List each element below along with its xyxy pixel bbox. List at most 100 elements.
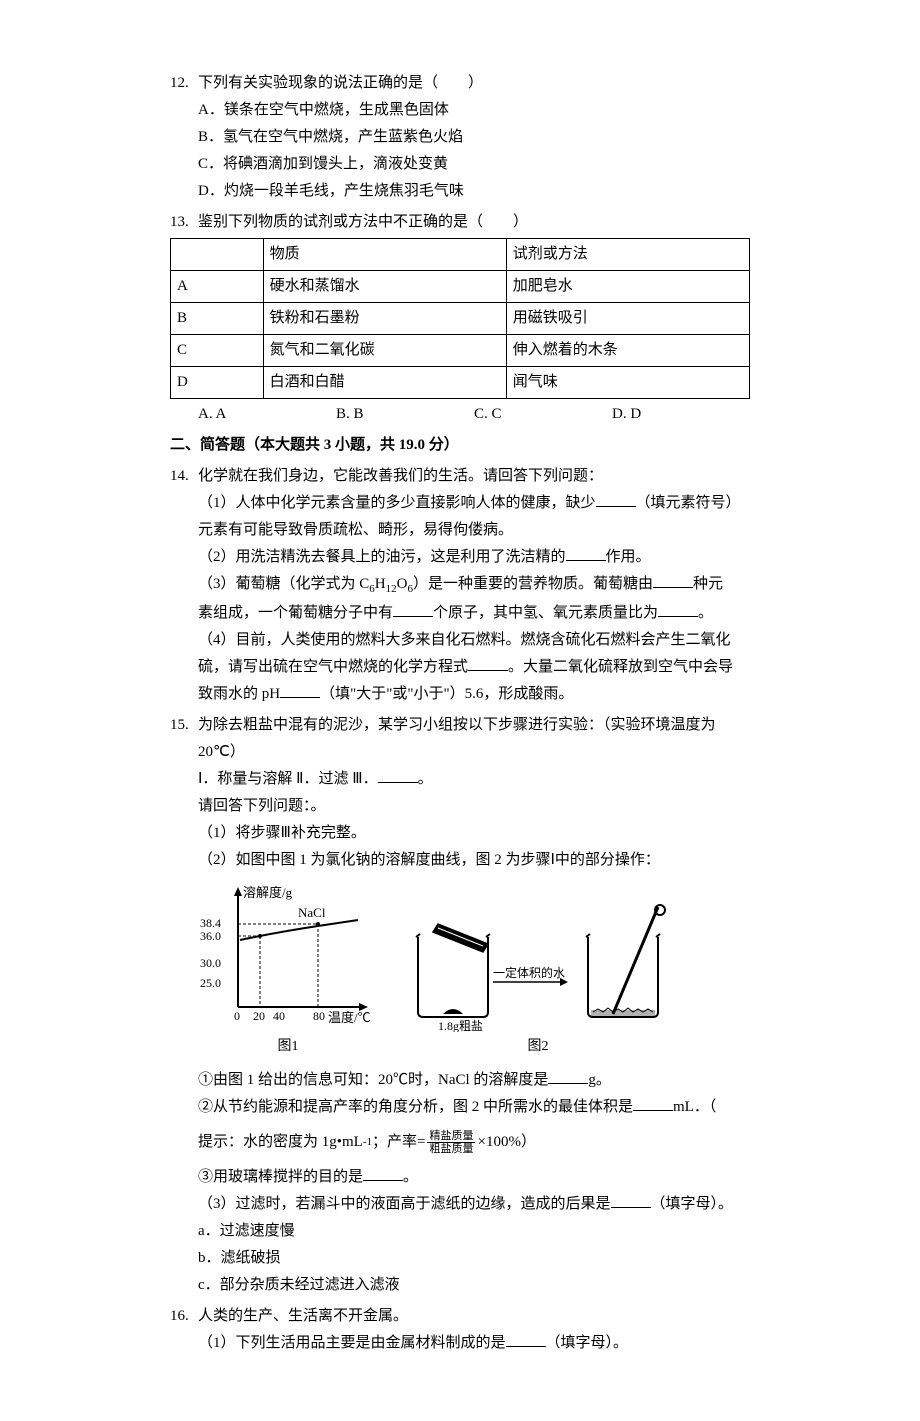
q16-number: 16. (170, 1303, 198, 1330)
q15-stem: 为除去粗盐中混有的泥沙，某学习小组按以下步骤进行实验：（实验环境温度为 (198, 717, 716, 733)
svg-text:1.8g粗盐: 1.8g粗盐 (438, 1019, 483, 1032)
table-cell: 试剂或方法 (506, 239, 749, 271)
q15-sub1: （1）将步骤Ⅲ补充完整。 (170, 820, 750, 847)
q14-p1b: （填元素符号） (636, 495, 741, 511)
svg-text:20: 20 (253, 1009, 265, 1023)
q12-stem: 下列有关实验现象的说法正确的是（ ） (198, 75, 483, 91)
q13-stem: 鉴别下列物质的试剂或方法中不正确的是（ ） (198, 214, 528, 230)
q12-opt-b[interactable]: B．氢气在空气中燃烧，产生蓝紫色火焰 (170, 124, 750, 151)
question-16: 16.人类的生产、生活离不开金属。 （1）下列生活用品主要是由金属材料制成的是（… (170, 1303, 750, 1357)
q13-table: 物质 试剂或方法 A 硬水和蒸馏水 加肥皂水 B 铁粉和石墨粉 用磁铁吸引 C … (170, 238, 750, 399)
q15-p1b: g。 (588, 1072, 611, 1088)
svg-text:25.0: 25.0 (200, 976, 221, 990)
q14-p2b: 作用。 (606, 549, 651, 565)
q14-p3d: 素组成，一个葡萄糖分子中有 (198, 605, 393, 621)
table-cell: 硬水和蒸馏水 (263, 271, 506, 303)
q15-p2: ②从节约能源和提高产率的角度分析，图 2 中所需水的最佳体积是mL．（ (170, 1094, 750, 1121)
svg-text:80: 80 (313, 1009, 325, 1023)
blank-input[interactable] (378, 768, 418, 783)
table-cell: 用磁铁吸引 (506, 303, 749, 335)
q15-sub3: （3）过滤时，若漏斗中的液面高于滤纸的边缘，造成的后果是（填字母）。 (170, 1191, 750, 1218)
q15-p2a: ②从节约能源和提高产率的角度分析，图 2 中所需水的最佳体积是 (198, 1099, 633, 1115)
q13-stem-line: 13.鉴别下列物质的试剂或方法中不正确的是（ ） (170, 209, 750, 236)
sub: 12 (386, 583, 397, 595)
svg-text:一定体积的水: 一定体积的水 (493, 965, 565, 980)
section-2-text: 二、简答题（本大题共 3 小题，共 19.0 分） (170, 437, 459, 453)
q12-opt-d[interactable]: D．灼烧一段羊毛线，产生烧焦羽毛气味 (170, 178, 750, 205)
q12-opt-c[interactable]: C．将碘酒滴加到馒头上，滴液处变黄 (170, 151, 750, 178)
q15-opt-b[interactable]: b．滤纸破损 (170, 1245, 750, 1272)
blank-input[interactable] (633, 1096, 673, 1111)
q13-opt-c[interactable]: C. C (474, 401, 612, 428)
fraction: 精盐质量粗盐质量 (427, 1130, 475, 1155)
q15-hint-b: ；产率= (372, 1129, 425, 1156)
q15-p1a: ①由图 1 给出的信息可知：20℃时，NaCl 的溶解度是 (198, 1072, 548, 1088)
blank-input[interactable] (393, 602, 433, 617)
question-12: 12.下列有关实验现象的说法正确的是（ ） A．镁条在空气中燃烧，生成黑色固体 … (170, 70, 750, 205)
svg-text:溶解度/g: 溶解度/g (243, 885, 293, 900)
q15-opt-a[interactable]: a．过滤速度慢 (170, 1218, 750, 1245)
blank-input[interactable] (596, 492, 636, 507)
q15-figures: 38.4 36.0 30.0 25.0 0 20 40 80 溶解度/g 温度/… (170, 882, 750, 1059)
frac-num: 精盐质量 (427, 1130, 475, 1143)
q13-opt-d[interactable]: D. D (612, 401, 750, 428)
q14-p2a: （2）用洗洁精洗去餐具上的油污，这是利用了洗洁精的 (198, 549, 566, 565)
beaker-diagram: 一定体积的水 1.8g粗盐 (398, 902, 678, 1032)
q13-opt-a[interactable]: A. A (198, 401, 336, 428)
q15-step-end: 。 (418, 771, 433, 787)
table-row: C 氮气和二氧化碳 伸入燃着的木条 (171, 335, 750, 367)
q14-p3f: 。 (698, 605, 713, 621)
q14-p3-line2: 素组成，一个葡萄糖分子中有 个原子，其中氢、氧元素质量比为 。 (170, 600, 750, 627)
q15-sub3b: （填字母）。 (651, 1196, 734, 1212)
table-header-row: 物质 试剂或方法 (171, 239, 750, 271)
blank-input[interactable] (468, 656, 508, 671)
question-15: 15.为除去粗盐中混有的泥沙，某学习小组按以下步骤进行实验：（实验环境温度为 2… (170, 712, 750, 1299)
figure-1: 38.4 36.0 30.0 25.0 0 20 40 80 溶解度/g 温度/… (198, 882, 378, 1059)
q14-p3e: 个原子，其中氢、氧元素质量比为 (433, 605, 658, 621)
q14-p4b: 硫，请写出硫在空气中燃烧的化学方程式 (198, 659, 468, 675)
q12-stem-line: 12.下列有关实验现象的说法正确的是（ ） (170, 70, 750, 97)
blank-input[interactable] (658, 602, 698, 617)
q14-h: H (375, 576, 386, 592)
q16-p1: （1）下列生活用品主要是由金属材料制成的是 （填字母）。 (170, 1330, 750, 1357)
q16-p1a: （1）下列生活用品主要是由金属材料制成的是 (198, 1335, 506, 1351)
q14-p4a: （4）目前，人类使用的燃料大多来自化石燃料。燃烧含硫化石燃料会产生二氧化 (170, 627, 750, 654)
q13-opt-b[interactable]: B. B (336, 401, 474, 428)
blank-input[interactable] (653, 573, 693, 588)
table-cell: 铁粉和石墨粉 (263, 303, 506, 335)
q15-stem2: 20℃） (170, 739, 750, 766)
q13-options: A. A B. B C. C D. D (170, 401, 750, 428)
blank-input[interactable] (611, 1193, 651, 1208)
q15-sub2: （2）如图中图 1 为氯化钠的溶解度曲线，图 2 为步骤Ⅰ中的部分操作： (170, 847, 750, 874)
svg-text:30.0: 30.0 (200, 956, 221, 970)
q14-p4e: （填"大于"或"小于"）5.6，形成酸雨。 (320, 686, 573, 702)
svg-text:38.4: 38.4 (200, 916, 221, 930)
q12-number: 12. (170, 70, 198, 97)
blank-input[interactable] (506, 1332, 546, 1347)
q14-p1a: （1）人体中化学元素含量的多少直接影响人体的健康，缺少 (198, 495, 596, 511)
q14-stem: 化学就在我们身边，它能改善我们的生活。请回答下列问题： (198, 468, 603, 484)
q15-p3b: 。 (403, 1169, 418, 1185)
q12-opt-a[interactable]: A．镁条在空气中燃烧，生成黑色固体 (170, 97, 750, 124)
q14-p4c: 。大量二氧化硫释放到空气中会导 (508, 659, 733, 675)
table-row: A 硬水和蒸馏水 加肥皂水 (171, 271, 750, 303)
blank-input[interactable] (566, 546, 606, 561)
sup: -1 (363, 1133, 372, 1153)
table-cell: B (171, 303, 264, 335)
table-cell: A (171, 271, 264, 303)
svg-text:NaCl: NaCl (298, 905, 326, 920)
svg-text:36.0: 36.0 (200, 929, 221, 943)
fig1-caption: 图1 (278, 1034, 299, 1059)
blank-input[interactable] (548, 1069, 588, 1084)
q14-o: O (397, 576, 408, 592)
q16-p1b: （填字母）。 (546, 1335, 629, 1351)
q15-opt-c[interactable]: c．部分杂质未经过滤进入滤液 (170, 1272, 750, 1299)
q15-sub0: 请回答下列问题：。 (170, 793, 750, 820)
q16-stem: 人类的生产、生活离不开金属。 (198, 1308, 408, 1324)
q14-number: 14. (170, 463, 198, 490)
q14-p4-line3: 致雨水的 pH（填"大于"或"小于"）5.6，形成酸雨。 (170, 681, 750, 708)
blank-input[interactable] (363, 1166, 403, 1181)
svg-text:0: 0 (234, 1009, 240, 1023)
table-cell: 加肥皂水 (506, 271, 749, 303)
blank-input[interactable] (280, 683, 320, 698)
